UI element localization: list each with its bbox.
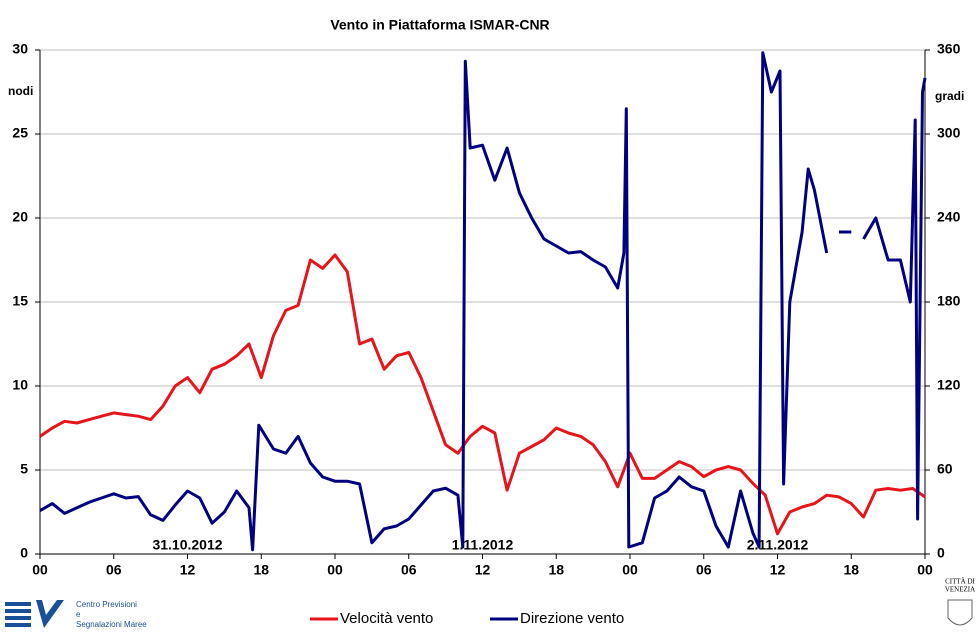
y-tick-label: 10: [12, 377, 28, 393]
x-tick-label: 00: [32, 562, 48, 578]
x-tick-label: 06: [106, 562, 122, 578]
y2-tick-label: 300: [937, 125, 961, 141]
x-tick-label: 00: [327, 562, 343, 578]
data-line: [39, 253, 926, 536]
y2-axis-label: gradi: [935, 89, 964, 103]
x-tick-label: 06: [401, 562, 417, 578]
footer-text: Segnalazioni Maree: [76, 620, 147, 629]
x-tick-label: 06: [696, 562, 712, 578]
x-tick-label: 12: [180, 562, 196, 578]
footer-text: e: [76, 610, 81, 619]
y2-tick-label: 360: [937, 41, 961, 57]
y-axis-label: nodi: [8, 84, 33, 98]
y-tick-label: 15: [12, 293, 28, 309]
crest: [947, 599, 973, 626]
date-annotation: 1.11.2012: [452, 537, 514, 553]
footer-text: Centro Previsioni: [76, 600, 137, 609]
x-tick-label: 00: [622, 562, 638, 578]
logo-wave: [5, 602, 31, 606]
y-tick-label: 25: [12, 125, 28, 141]
logo-mark: [36, 600, 64, 628]
y2-tick-label: 240: [937, 209, 961, 225]
y2-tick-label: 120: [937, 377, 961, 393]
y-tick-label: 20: [12, 209, 28, 225]
x-tick-label: 12: [475, 562, 491, 578]
legend-label: Direzione vento: [520, 610, 624, 627]
logo-wave: [5, 616, 31, 620]
y-tick-label: 30: [12, 41, 28, 57]
footer-text: CITTÀ DI: [945, 578, 975, 586]
date-annotation: 2.11.2012: [747, 537, 809, 553]
date-annotation: 31.10.2012: [152, 537, 222, 553]
logo-right: CITTÀ DI VENEZIA: [945, 578, 976, 626]
y-tick-label: 5: [20, 461, 28, 477]
x-tick-label: 12: [770, 562, 786, 578]
data-line: [39, 51, 927, 552]
x-tick-label: 18: [843, 562, 859, 578]
y2-tick-label: 60: [937, 461, 953, 477]
y2-tick-label: 0: [937, 545, 945, 561]
footer-text: VENEZIA: [945, 586, 975, 594]
logo-left: Centro Previsioni e Segnalazioni Maree: [5, 600, 147, 629]
y-tick-label: 0: [20, 545, 28, 561]
logo-wave: [5, 623, 31, 627]
chart-title: Vento in Piattaforma ISMAR-CNR: [330, 17, 549, 33]
x-tick-label: 18: [548, 562, 564, 578]
logo-wave: [5, 609, 31, 613]
x-tick-label: 00: [917, 562, 933, 578]
x-tick-label: 18: [253, 562, 269, 578]
legend-label: Velocità vento: [340, 610, 433, 627]
y2-tick-label: 180: [937, 293, 961, 309]
